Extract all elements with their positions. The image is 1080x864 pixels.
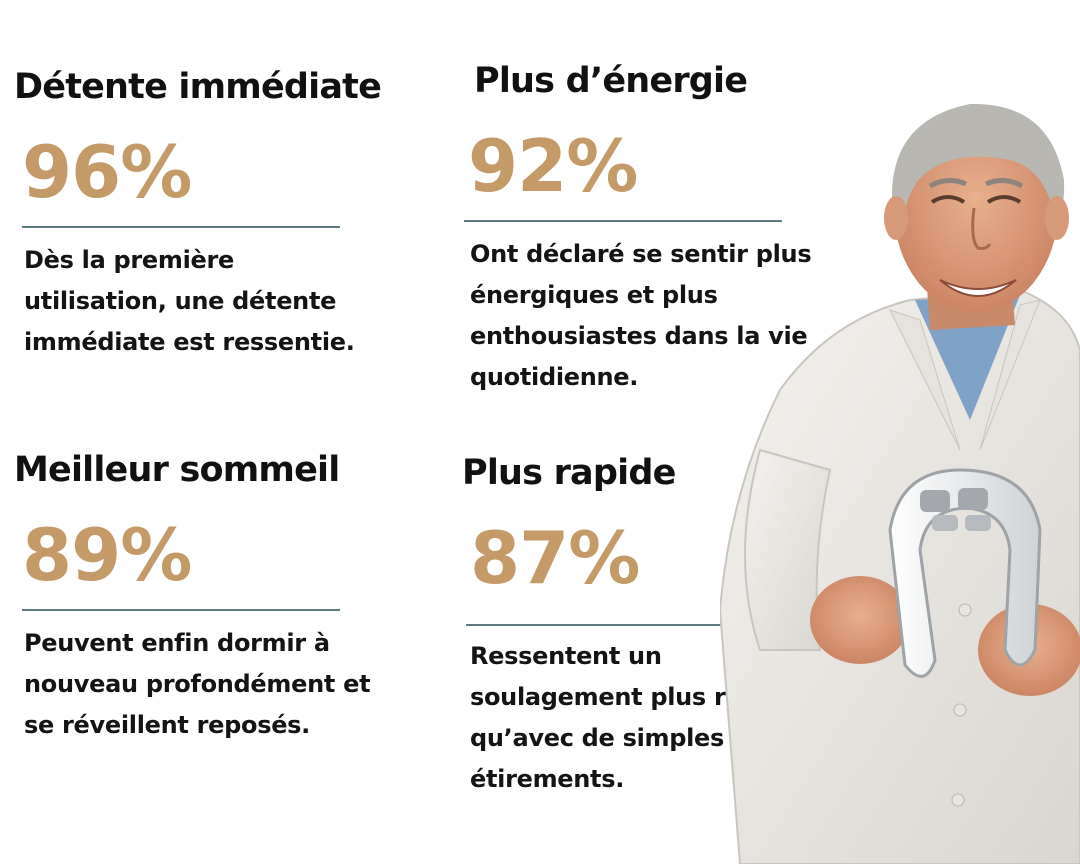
doctor-illustration [720, 103, 1080, 864]
stat-description: Peuvent enfin dormir à nouveau profondém… [24, 629, 371, 739]
hair [891, 103, 1065, 230]
divider [466, 624, 784, 626]
divider [22, 609, 340, 611]
stat-title: Plus rapide [462, 453, 676, 493]
neck-massager-device [888, 468, 1042, 678]
stat-percent: 87% [470, 516, 640, 600]
stat-description: Ont déclaré se sentir plus énergiques et… [470, 240, 812, 391]
stat-title: Plus d’énergie [474, 61, 748, 101]
divider [22, 226, 340, 228]
stat-title: Meilleur sommeil [14, 450, 340, 490]
smile [939, 279, 1017, 297]
stat-percent: 96% [22, 130, 192, 214]
left-hand [810, 576, 910, 664]
stat-title: Détente immédiate [14, 67, 382, 107]
stat-description: Dès la première utilisation, une détente… [24, 246, 355, 356]
divider [464, 220, 782, 222]
stat-percent: 89% [22, 513, 192, 597]
stat-percent: 92% [468, 124, 638, 208]
